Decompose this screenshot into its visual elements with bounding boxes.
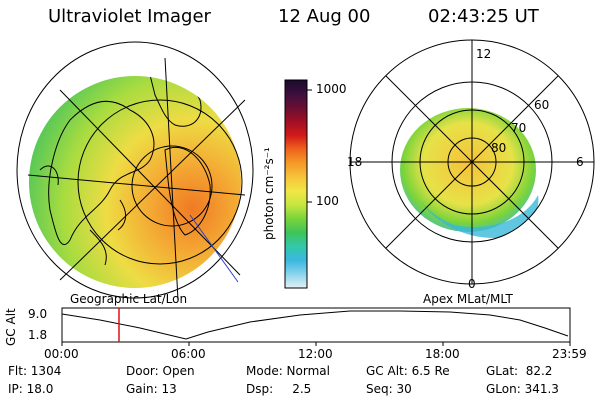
geographic-image-panel (16, 41, 254, 301)
auroral-oval (400, 108, 536, 232)
timeline-xtick: 06:00 (171, 347, 206, 361)
timeline-xtick: 18:00 (425, 347, 460, 361)
mlt-label-12: 12 (476, 47, 492, 61)
observation-time: 02:43:25 UT (428, 6, 539, 27)
status-gc-alt: GC Alt: 6.5 Re (366, 364, 450, 378)
apex-polar-plot (349, 39, 595, 285)
timeline-xtick: 12:00 (298, 347, 333, 361)
orbit-timeline (61, 307, 571, 346)
timeline-ytick-high: 9.0 (28, 307, 48, 321)
lat-circle-inner (131, 145, 213, 227)
mlt-diagonal (385, 75, 559, 249)
status-door: Door: Open (126, 364, 195, 378)
meridian-line (27, 174, 246, 196)
colorbar-scale (284, 79, 308, 289)
timeline-xtick: 00:00 (44, 347, 79, 361)
auroral-emission-geo (29, 76, 241, 288)
polar-lat-label-60: 60 (534, 98, 550, 112)
colorbar-tick-1000: 1000 (316, 82, 347, 96)
colorbar-tick-100: 100 (316, 194, 339, 208)
timeline-frame (61, 307, 571, 343)
meridian-line (59, 89, 241, 276)
colorbar-unit-label: photon cm⁻²s⁻¹ (262, 147, 276, 240)
timeline-ylabel: GC Alt (4, 308, 18, 346)
colorbar (284, 79, 312, 289)
observation-date: 12 Aug 00 (278, 6, 371, 27)
timeline-ytick-low: 1.8 (28, 328, 48, 342)
terminator-line (189, 214, 239, 283)
instrument-title: Ultraviolet Imager (48, 6, 211, 27)
geo-panel-caption: Geographic Lat/Lon (70, 292, 188, 306)
globe-outline (16, 41, 254, 299)
gc-altitude-curve (61, 310, 569, 340)
status-dsp: Dsp: 2.5 (246, 382, 312, 396)
mlt-label-18: 18 (347, 155, 363, 169)
polar-lat-label-80: 80 (491, 141, 507, 155)
status-glat: GLat: 82.2 (486, 364, 553, 378)
status-ip: IP: 18.0 (8, 382, 54, 396)
mlt-label-6: 6 (576, 155, 584, 169)
polar-lat-label-70: 70 (511, 121, 527, 135)
status-glon: GLon: 341.3 (486, 382, 559, 396)
meridian-line (164, 57, 179, 301)
mlt-label-0: 0 (468, 277, 476, 291)
timeline-xtick: 23:59 (552, 347, 587, 361)
meridian-line (59, 99, 246, 281)
status-gain: Gain: 13 (126, 382, 177, 396)
status-mode: Mode: Normal (246, 364, 330, 378)
status-flight: Flt: 1304 (8, 364, 62, 378)
status-seq: Seq: 30 (366, 382, 412, 396)
coastline-greenland (48, 100, 155, 246)
apex-panel-caption: Apex MLat/MLT (423, 292, 513, 306)
lat-circle-mid (77, 99, 243, 265)
